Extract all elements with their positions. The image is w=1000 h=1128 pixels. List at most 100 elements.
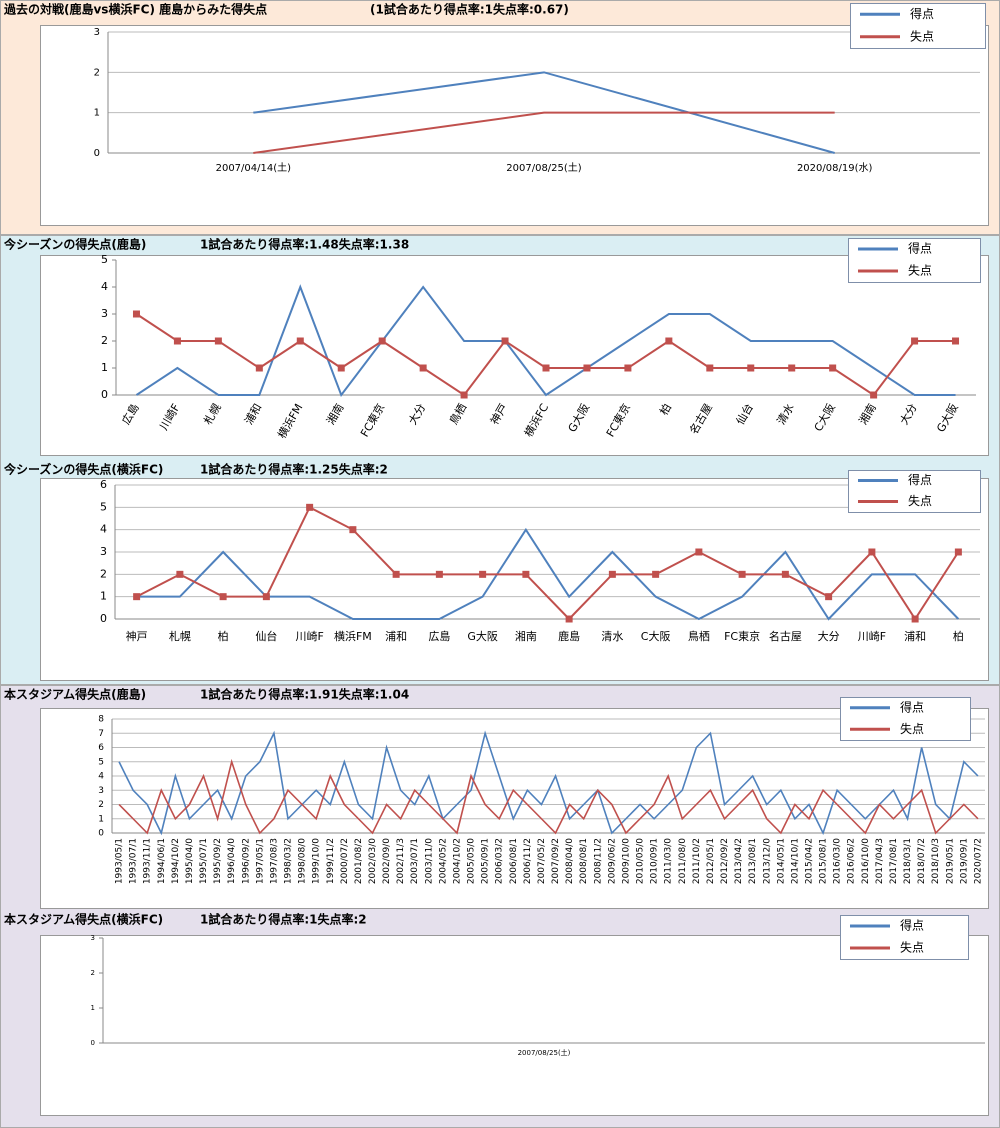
point-marker (501, 337, 509, 345)
x-tick-label: 仙台 (255, 629, 277, 643)
point-marker (219, 593, 227, 601)
x-tick-label: 2001/08/2 (354, 838, 364, 884)
point-marker (781, 570, 789, 578)
x-tick-label: 柏 (218, 629, 229, 643)
x-tick-label: 2019/09/1 (959, 838, 969, 884)
x-tick-label: FC東京 (724, 629, 760, 643)
y-tick-label: 1 (91, 1004, 95, 1012)
plot-frame (40, 255, 989, 456)
point-marker (337, 364, 345, 372)
point-marker (829, 364, 837, 372)
x-tick-label: 1995/09/2 (213, 838, 223, 884)
series-line (118, 730, 979, 836)
x-tick-label: 2015/08/1 (819, 838, 829, 884)
point-marker (738, 570, 746, 578)
x-tick-label: 2020/07/2 (973, 838, 983, 884)
y-tick-label: 3 (94, 27, 100, 38)
y-tick-label: 7 (98, 729, 104, 739)
x-tick-label: 2004/05/2 (438, 838, 448, 884)
y-tick-label: 0 (91, 1039, 95, 1047)
x-tick-label: 2020/08/19(水) (797, 162, 873, 174)
x-tick-label: 1994/10/2 (171, 838, 181, 884)
y-tick-label: 2 (98, 800, 104, 810)
y-tick-label: 4 (98, 772, 104, 782)
x-tick-label: 2002/11/3 (396, 838, 406, 884)
x-tick-label: 1993/05/1 (115, 838, 125, 884)
chart-subtitle: 1試合あたり得点率:1失点率:2 (200, 912, 367, 927)
y-tick-label: 3 (98, 786, 104, 796)
point-marker (954, 548, 962, 556)
x-tick-label: 1997/05/1 (255, 838, 265, 884)
point-marker (349, 526, 357, 534)
legend-label: 得点 (900, 918, 924, 933)
point-marker (460, 391, 468, 399)
x-tick-label: 神戸 (126, 629, 148, 643)
x-tick-label: 1993/07/1 (129, 838, 139, 884)
x-tick-label: 2014/05/1 (776, 838, 786, 884)
legend-label: 得点 (910, 6, 934, 21)
legend-label: 失点 (908, 263, 932, 278)
x-tick-label: 1997/08/3 (269, 838, 279, 884)
x-tick-label: 2010/09/1 (650, 838, 660, 884)
point-marker (419, 364, 427, 372)
point-marker (262, 593, 270, 601)
x-tick-label: 2003/07/1 (410, 838, 420, 884)
x-tick-label: 2002/03/0 (368, 838, 378, 884)
x-tick-label: 2006/03/2 (495, 838, 505, 884)
x-tick-label: 名古屋 (769, 629, 802, 643)
y-tick-label: 0 (100, 612, 107, 625)
x-tick-label: 2018/07/2 (917, 838, 927, 884)
x-tick-label: 2016/10/0 (861, 838, 871, 884)
point-marker (565, 615, 573, 623)
x-tick-label: 2009/06/2 (607, 838, 617, 884)
legend-label: 得点 (908, 472, 932, 487)
point-marker (788, 364, 796, 372)
point-marker (378, 337, 386, 345)
chart-subtitle: 1試合あたり得点率:1.91失点率:1.04 (200, 687, 409, 702)
series-line (118, 758, 979, 835)
x-tick-label: 鳥栖 (688, 629, 710, 643)
y-tick-label: 4 (101, 280, 108, 293)
x-tick-label: 大分 (818, 629, 840, 643)
x-tick-label: 2013/12/0 (762, 838, 772, 884)
x-tick-label: 川崎F (858, 629, 886, 643)
x-tick-label: 2002/09/0 (382, 838, 392, 884)
point-marker (522, 570, 530, 578)
legend-box (840, 915, 969, 960)
x-tick-label: 2008/04/0 (565, 838, 575, 884)
point-marker (583, 364, 591, 372)
legend-box (850, 3, 986, 49)
x-tick-label: 2014/10/1 (790, 838, 800, 884)
x-tick-label: 2006/11/2 (523, 838, 533, 884)
x-tick-label: 2008/11/2 (593, 838, 603, 884)
x-tick-label: 2004/10/2 (452, 838, 462, 884)
point-marker (392, 570, 400, 578)
x-tick-label: 2015/04/2 (804, 838, 814, 884)
x-tick-label: 2007/05/2 (537, 838, 547, 884)
point-marker (479, 570, 487, 578)
x-tick-label: 2000/07/2 (340, 838, 350, 884)
legend-box (848, 470, 981, 513)
x-tick-label: 2017/08/1 (889, 838, 899, 884)
x-tick-label: 2018/10/3 (931, 838, 941, 884)
legend-box (840, 697, 971, 741)
legend-label: 失点 (900, 940, 924, 955)
x-tick-label: 2016/06/2 (847, 838, 857, 884)
plot-frame (40, 25, 989, 226)
series-line (136, 505, 960, 621)
x-tick-label: 浦和 (385, 630, 407, 643)
x-tick-label: 2012/09/2 (720, 838, 730, 884)
legend-label: 得点 (908, 241, 932, 256)
y-tick-label: 1 (98, 814, 104, 824)
x-tick-label: G大阪 (467, 629, 498, 643)
y-tick-label: 2 (100, 567, 107, 580)
point-marker (911, 337, 919, 345)
x-tick-label: 1993/11/1 (143, 838, 153, 884)
y-tick-label: 0 (98, 829, 104, 839)
chart-title: 今シーズンの得失点(鹿島) (3, 237, 146, 252)
y-tick-label: 5 (100, 500, 107, 513)
y-tick-label: 2 (101, 334, 108, 347)
x-tick-label: 清水 (601, 630, 623, 643)
x-tick-label: 浦和 (904, 630, 926, 643)
